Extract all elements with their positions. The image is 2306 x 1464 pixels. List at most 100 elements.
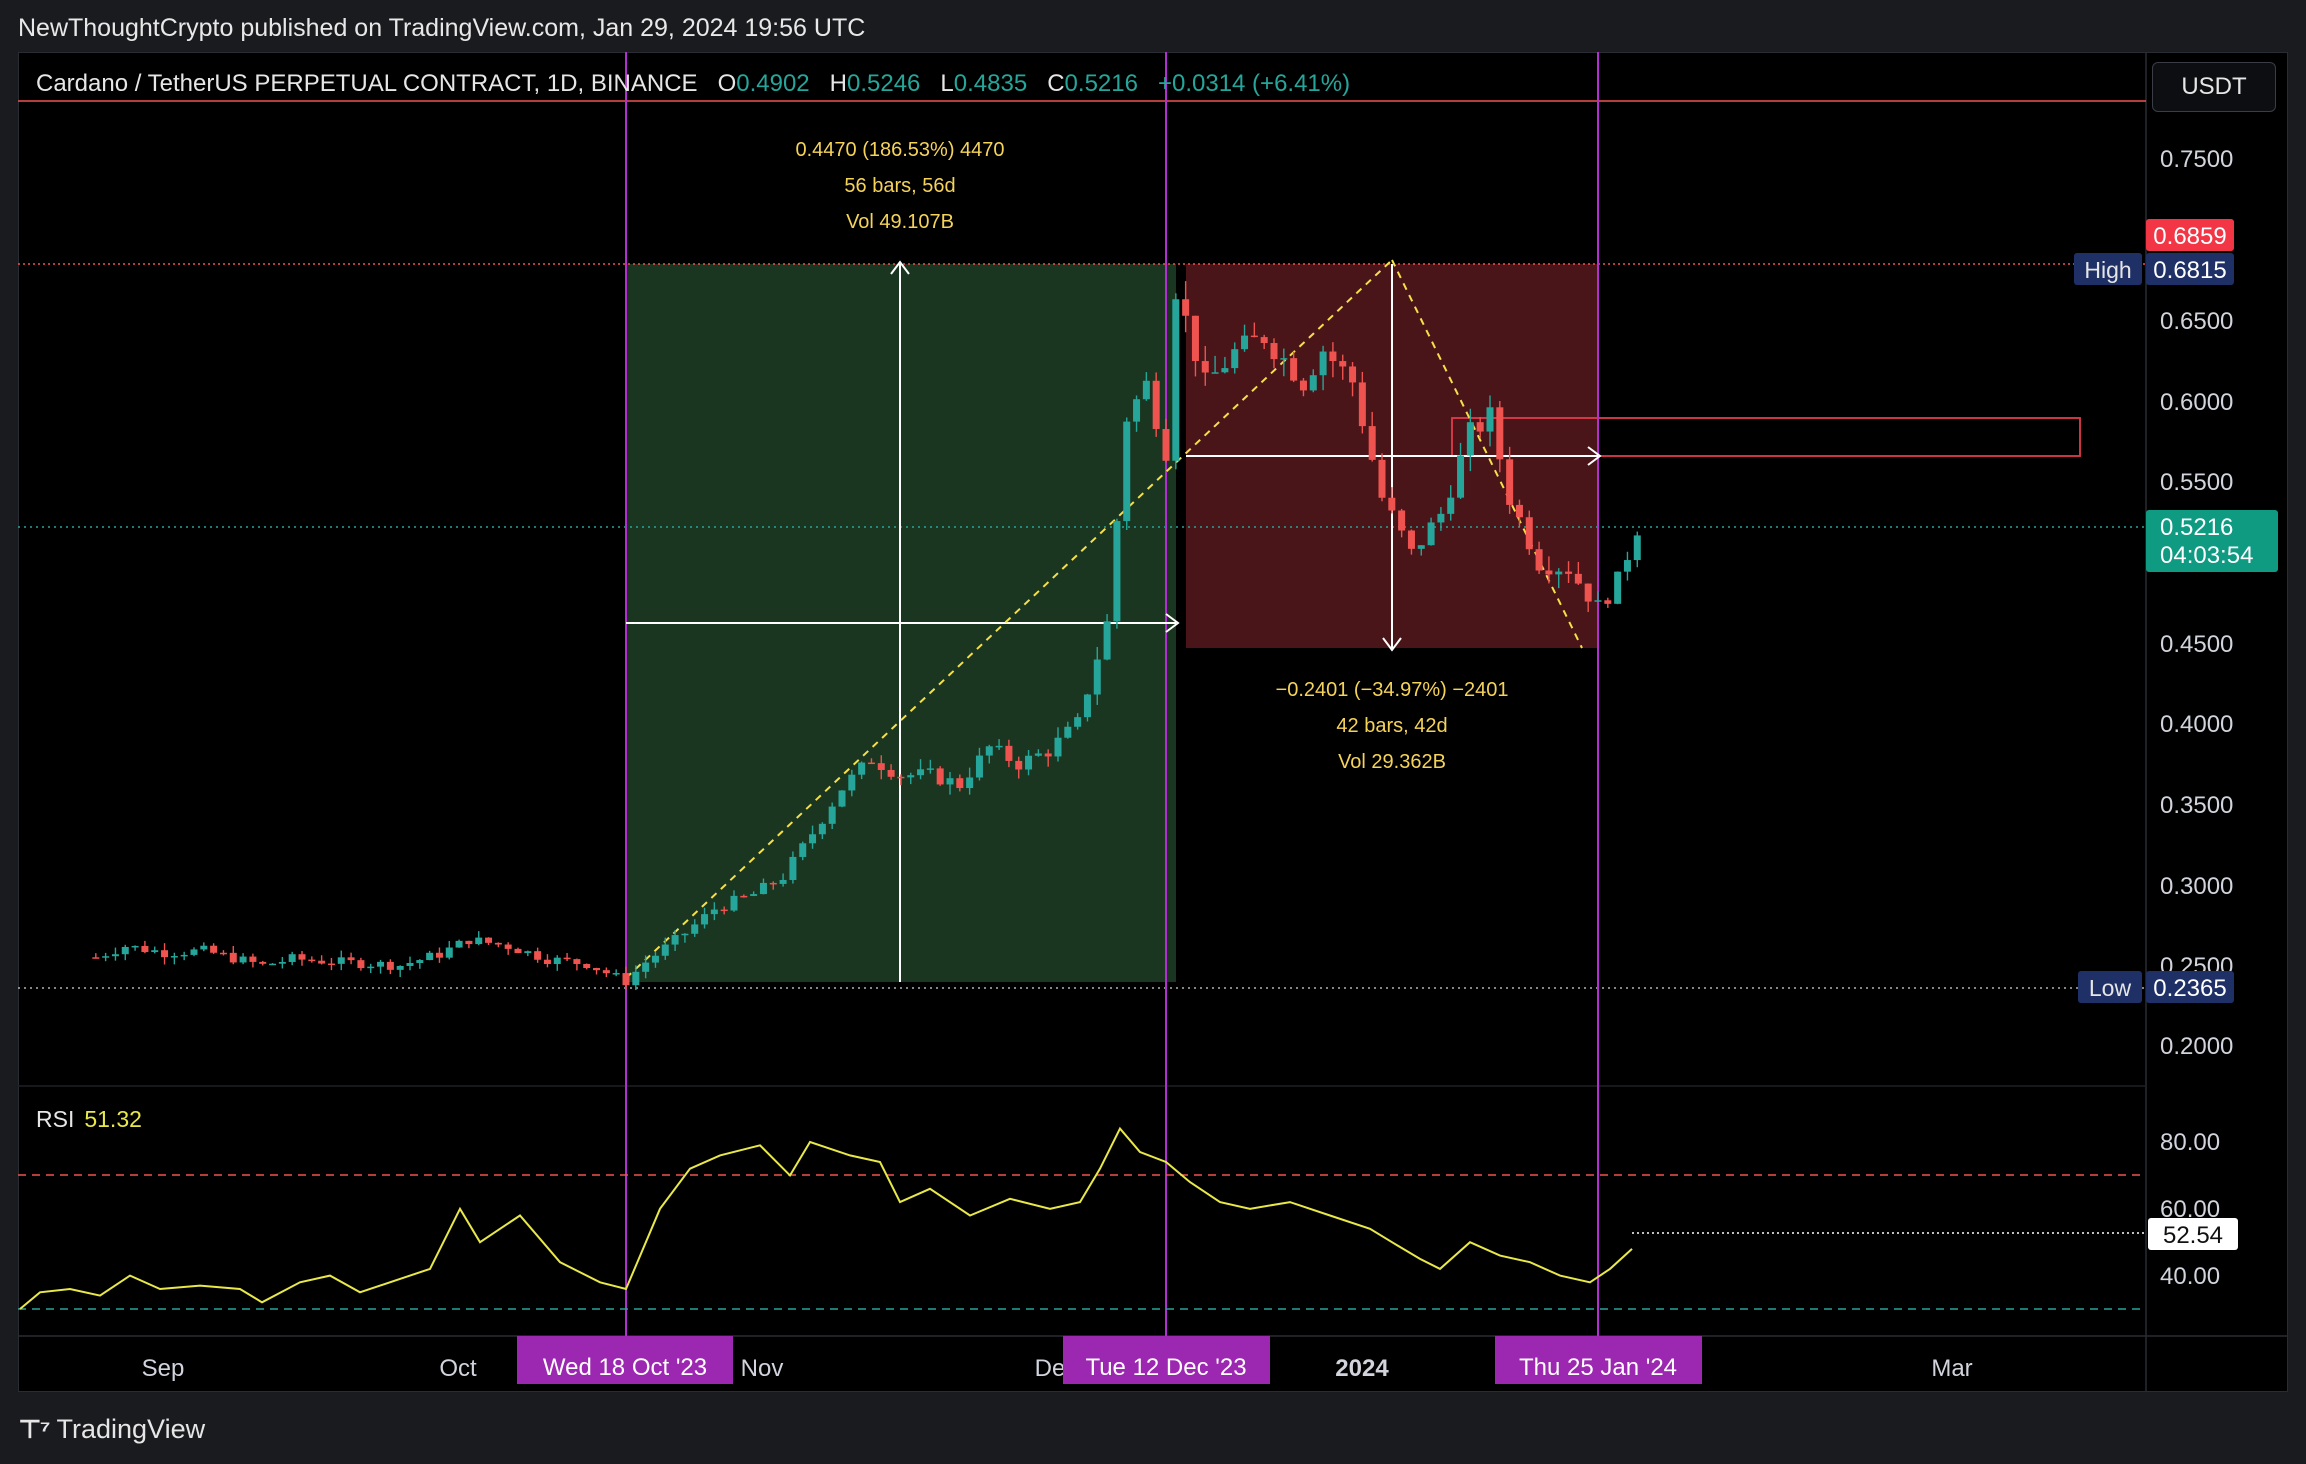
candle-body	[1437, 513, 1445, 523]
candle-body	[219, 952, 227, 955]
candle-body	[907, 775, 915, 778]
candle-body	[1584, 583, 1592, 602]
change-value: +0.0314 (+6.41%)	[1157, 70, 1351, 97]
candle-body	[1093, 659, 1101, 695]
bar-countdown-text: 04:03:54	[2160, 542, 2253, 569]
candle-body	[769, 882, 777, 885]
candle-body	[337, 957, 345, 964]
candle-body	[288, 954, 296, 962]
publish-line: NewThoughtCrypto published on TradingVie…	[18, 14, 866, 42]
tradingview-logo-icon: ⊤⁷	[18, 1414, 50, 1444]
high-tag-text: High	[2084, 257, 2131, 283]
candle-body	[1496, 407, 1504, 460]
candle-body	[534, 951, 542, 960]
symbol-legend[interactable]: Cardano / TetherUS PERPETUAL CONTRACT, 1…	[36, 70, 1350, 98]
candle-body	[416, 960, 424, 963]
last-price-text: 0.5216	[2160, 514, 2233, 541]
x-tick-nov: Nov	[741, 1355, 784, 1382]
candle-body	[1476, 422, 1484, 432]
high-value: 0.5246	[847, 70, 921, 97]
high-price-text: 0.6815	[2153, 257, 2226, 284]
candle-body	[161, 950, 169, 958]
x-tick-dec: De	[1035, 1355, 1066, 1382]
high-price-badge	[2146, 253, 2234, 285]
currency-selector[interactable]: USDT	[2152, 62, 2276, 112]
candle-body	[121, 946, 129, 955]
candle-body	[975, 755, 983, 778]
candle-body	[985, 746, 993, 756]
short-measure-line1: −0.2401 (−34.97%) −2401	[1276, 679, 1509, 701]
y-tick-0.65: 0.6500	[2160, 308, 2233, 335]
close-label: C	[1047, 70, 1065, 97]
candle-body	[170, 956, 178, 958]
candle-body	[406, 962, 414, 966]
candle-body	[494, 942, 502, 945]
candle-body	[327, 963, 335, 966]
candle-body	[1299, 380, 1307, 391]
candle-body	[995, 745, 1003, 748]
candle-body	[1241, 335, 1249, 350]
candle-body	[1113, 521, 1121, 622]
long-measure-arrowhead-up	[890, 260, 910, 275]
candle-body	[946, 778, 954, 785]
candle-body	[1054, 737, 1062, 757]
candle-body	[239, 956, 247, 963]
rsi-value-badge-text: 52.54	[2163, 1222, 2223, 1249]
candle-body	[1309, 375, 1317, 391]
candle-body	[259, 961, 267, 964]
candle-body	[553, 957, 561, 964]
candle-body	[426, 952, 434, 961]
long-measure-line3: Vol 49.107B	[846, 211, 954, 233]
candle-body	[897, 776, 905, 779]
candle-body	[622, 973, 630, 986]
short-measure-arrowhead-down	[1382, 637, 1402, 652]
y-tick-0.55: 0.5500	[2160, 469, 2233, 496]
candle-body	[131, 945, 139, 948]
uptrend-line	[625, 259, 1393, 979]
candle-body	[602, 970, 610, 974]
rsi-legend[interactable]: RSI 51.32	[36, 1106, 142, 1133]
date-marker-dec12	[1063, 1336, 1270, 1384]
candle-body	[1044, 753, 1052, 757]
x-tick-2024: 2024	[1335, 1355, 1389, 1382]
x-tick-sep: Sep	[142, 1355, 185, 1382]
candle-body	[926, 768, 934, 770]
short-measure-line2: 42 bars, 42d	[1336, 715, 1447, 737]
candle-body	[1142, 380, 1150, 400]
y-tick-0.35: 0.3500	[2160, 792, 2233, 819]
low-price-text: 0.2365	[2153, 975, 2226, 1002]
symbol-name: Cardano / TetherUS PERPETUAL CONTRACT, 1…	[36, 70, 698, 97]
date-marker-oct18-text: Wed 18 Oct '23	[543, 1354, 707, 1381]
top-red-price-text: 0.6859	[2153, 223, 2226, 250]
candle-body	[1015, 760, 1023, 770]
candle-body	[504, 944, 512, 949]
candle-body	[1427, 522, 1435, 546]
date-marker-jan25-text: Thu 25 Jan '24	[1519, 1354, 1677, 1381]
low-label: L	[940, 70, 954, 97]
low-value: 0.4835	[953, 70, 1028, 97]
y-tick-0.30: 0.3000	[2160, 873, 2233, 900]
candle-body	[858, 762, 866, 775]
candle-body	[485, 937, 493, 943]
candle-body	[1260, 337, 1268, 344]
candle-body	[357, 960, 365, 969]
short-measure-line3: Vol 29.362B	[1338, 751, 1446, 773]
candle-body	[1594, 600, 1602, 602]
high-label: H	[829, 70, 847, 97]
candle-body	[1565, 571, 1573, 574]
candle-body	[651, 955, 659, 963]
rsi-tick-80: 80.00	[2160, 1129, 2220, 1156]
candle-body	[1133, 399, 1141, 422]
candle-body	[809, 834, 817, 844]
long-measure-line1: 0.4470 (186.53%) 4470	[795, 139, 1004, 161]
candle-body	[1290, 358, 1298, 381]
open-label: O	[717, 70, 737, 97]
candle-body	[1034, 753, 1042, 756]
candle-body	[396, 965, 404, 970]
candle-body	[514, 948, 522, 954]
candle-body	[92, 957, 100, 959]
candle-body	[1329, 351, 1337, 362]
candle-body	[190, 949, 198, 955]
y-tick-0.60: 0.6000	[2160, 389, 2233, 416]
